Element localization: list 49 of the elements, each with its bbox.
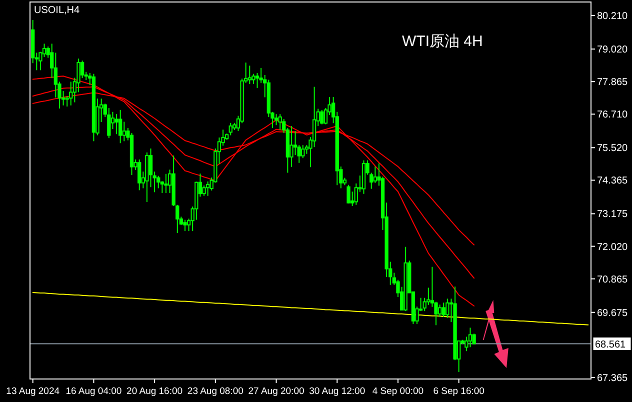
candlestick xyxy=(320,109,324,125)
candlestick xyxy=(202,184,206,196)
candlestick xyxy=(206,180,210,196)
candlestick xyxy=(42,43,46,58)
y-tick-label: 80.210 xyxy=(597,11,628,22)
candlestick xyxy=(138,159,142,191)
chart-title: USOIL,H4 xyxy=(34,5,80,16)
x-tick-label: 30 Aug 12:00 xyxy=(309,386,366,397)
y-tick-label: 74.365 xyxy=(597,176,628,187)
y-tick-label: 69.675 xyxy=(597,308,628,319)
y-tick-label: 75.520 xyxy=(597,143,628,154)
candlestick xyxy=(183,219,187,232)
candlestick xyxy=(346,184,350,204)
candlestick xyxy=(446,298,450,318)
candlestick xyxy=(468,327,472,348)
y-tick-label: 76.710 xyxy=(597,110,628,121)
candlestick xyxy=(148,148,153,188)
x-tick-label: 20 Aug 16:00 xyxy=(126,386,183,397)
x-tick-label: 27 Aug 20:00 xyxy=(248,386,304,397)
candlestick xyxy=(114,114,118,135)
candlestick xyxy=(373,166,377,184)
candlestick xyxy=(301,144,305,159)
candlestick xyxy=(107,107,111,139)
candlestick xyxy=(248,65,252,84)
candlestick xyxy=(156,175,160,189)
y-tick-label: 67.365 xyxy=(597,372,628,384)
annotation: WTI原油 4H xyxy=(402,33,483,50)
ref-line-label: 68.561 xyxy=(595,339,626,350)
y-tick-label: 77.865 xyxy=(597,77,628,88)
candlestick xyxy=(122,121,126,142)
x-tick-label: 4 Sep 00:00 xyxy=(372,386,424,397)
candlestick xyxy=(274,114,278,126)
candlestick xyxy=(118,109,122,144)
y-tick-label: 79.020 xyxy=(597,44,628,56)
y-tick-label: 73.175 xyxy=(597,209,628,220)
candlestick xyxy=(438,304,442,318)
candlestick xyxy=(290,125,294,168)
candlestick xyxy=(164,173,168,194)
y-tick-label: 72.020 xyxy=(597,242,628,253)
candlestick xyxy=(278,114,282,130)
candlestick xyxy=(228,122,232,136)
x-tick-label: 13 Aug 2024 xyxy=(6,386,60,397)
line-series xyxy=(32,292,589,326)
x-tick-label: 6 Sep 16:00 xyxy=(433,386,484,397)
x-tick-label: 23 Aug 08:00 xyxy=(187,386,244,397)
x-tick-label: 16 Aug 04:00 xyxy=(66,386,122,397)
candlestick xyxy=(442,302,446,318)
candlestick xyxy=(69,81,73,106)
y-tick-label: 70.865 xyxy=(597,274,628,286)
